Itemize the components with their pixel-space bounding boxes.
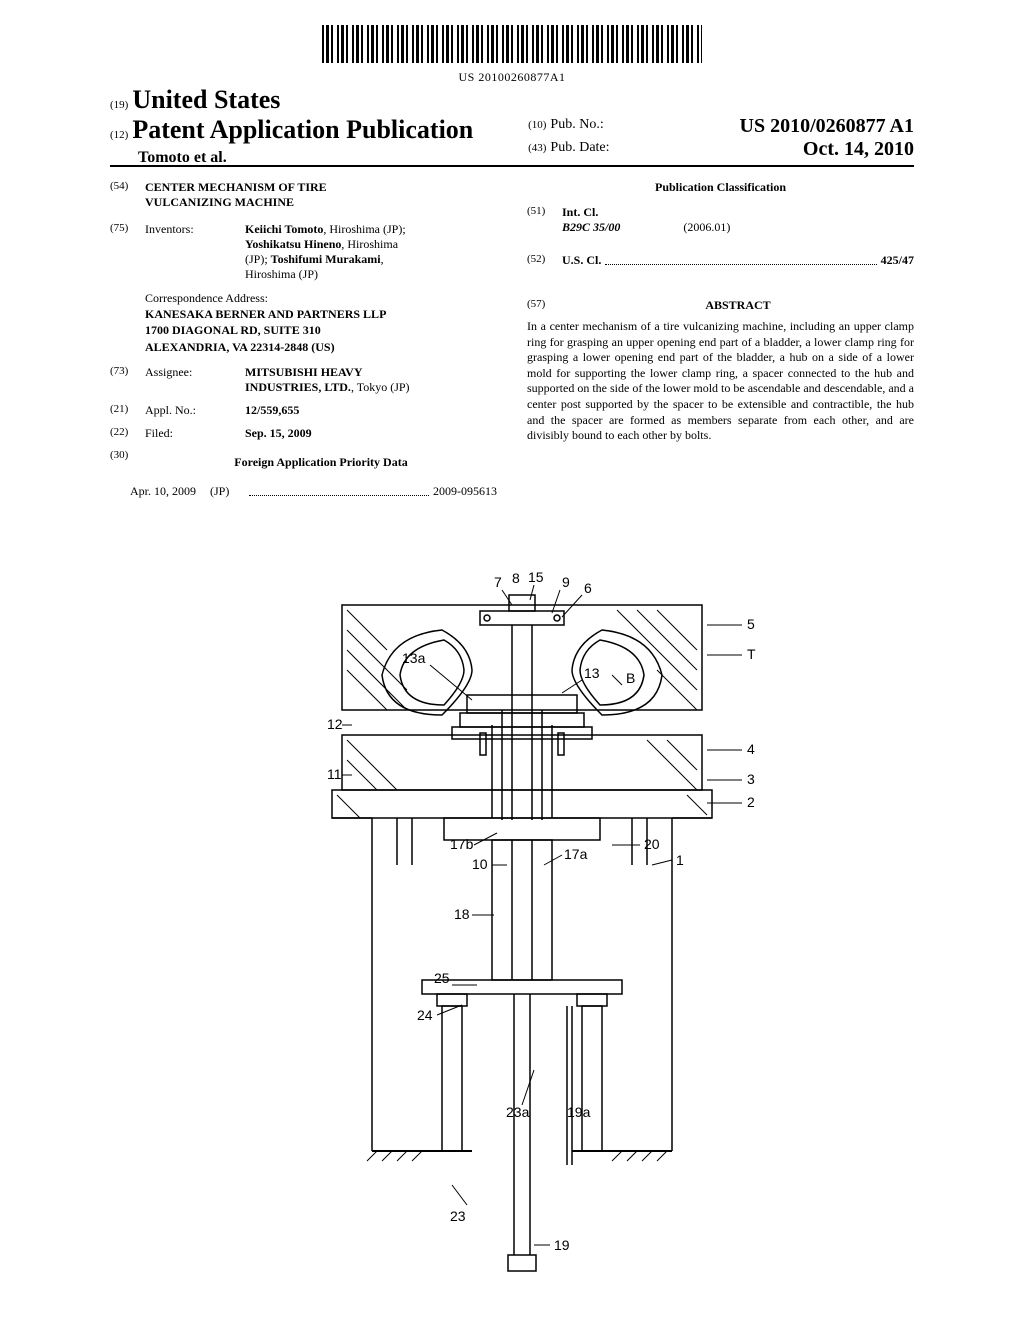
- svg-text:B: B: [626, 670, 635, 686]
- svg-text:17b: 17b: [450, 836, 474, 852]
- assignee-row: (73) Assignee: MITSUBISHI HEAVYINDUSTRIE…: [110, 365, 497, 395]
- body-columns: (54) CENTER MECHANISM OF TIRE VULCANIZIN…: [110, 180, 914, 499]
- svg-text:15: 15: [528, 569, 544, 585]
- svg-text:23: 23: [450, 1208, 466, 1224]
- patent-figure: 7 15 9 8 6 5 T 13a 13 B 12 4 11 3 2 17b …: [212, 565, 812, 1285]
- code-30: (30): [110, 449, 145, 476]
- title-line1: CENTER MECHANISM OF TIRE: [145, 180, 327, 194]
- inventors-row: (75) Inventors: Keiichi Tomoto, Hiroshim…: [110, 222, 497, 282]
- pub-no-label: Pub. No.:: [550, 117, 603, 132]
- barcode-graphic: [322, 25, 702, 63]
- code-52: (52): [527, 253, 562, 268]
- filed-value: Sep. 15, 2009: [245, 426, 312, 440]
- title-row: (54) CENTER MECHANISM OF TIRE VULCANIZIN…: [110, 180, 497, 210]
- svg-text:23a: 23a: [506, 1104, 530, 1120]
- priority-country: (JP): [210, 484, 245, 499]
- left-column: (54) CENTER MECHANISM OF TIRE VULCANIZIN…: [110, 180, 497, 499]
- header-left: (19) United States (12) Patent Applicati…: [110, 85, 496, 167]
- pub-date-value: Oct. 14, 2010: [803, 138, 914, 161]
- code-75: (75): [110, 222, 145, 282]
- document-type: Patent Application Publication: [132, 115, 473, 144]
- priority-dots: [249, 484, 429, 496]
- correspondence-label: Correspondence Address:: [145, 291, 268, 305]
- abstract-header-row: (57) ABSTRACT: [527, 298, 914, 313]
- svg-text:6: 6: [584, 580, 592, 596]
- code-54: (54): [110, 180, 145, 210]
- svg-text:13: 13: [584, 665, 600, 681]
- code-21: (21): [110, 403, 145, 418]
- country-name: United States: [132, 85, 280, 114]
- correspondence-line3: ALEXANDRIA, VA 22314-2848 (US): [145, 340, 335, 354]
- pub-date-label: Pub. Date:: [550, 140, 609, 155]
- svg-text:5: 5: [747, 616, 755, 632]
- filed-row: (22) Filed: Sep. 15, 2009: [110, 426, 497, 441]
- appl-no-label: Appl. No.:: [145, 403, 245, 418]
- foreign-priority-row: (30) Foreign Application Priority Data: [110, 449, 497, 476]
- us-cl-row: (52) U.S. Cl. 425/47: [527, 253, 914, 268]
- int-cl-class: B29C 35/00: [562, 220, 620, 234]
- barcode-section: US 20100260877A1: [0, 25, 1024, 85]
- svg-text:10: 10: [472, 856, 488, 872]
- barcode-number: US 20100260877A1: [0, 70, 1024, 85]
- svg-text:7: 7: [494, 574, 502, 590]
- us-cl-label: U.S. Cl.: [562, 253, 601, 268]
- pub-no-value: US 2010/0260877 A1: [740, 115, 914, 138]
- svg-text:20: 20: [644, 836, 660, 852]
- title-line2: VULCANIZING MACHINE: [145, 195, 294, 209]
- right-column: Publication Classification (51) Int. Cl.…: [527, 180, 914, 499]
- svg-text:18: 18: [454, 906, 470, 922]
- int-cl-version: (2006.01): [683, 220, 730, 234]
- code-51: (51): [527, 205, 562, 235]
- code-12: (12): [110, 129, 128, 141]
- correspondence-line2: 1700 DIAGONAL RD, SUITE 310: [145, 323, 321, 337]
- inventors-value: Keiichi Tomoto, Hiroshima (JP); Yoshikat…: [245, 222, 497, 282]
- code-19: (19): [110, 99, 128, 111]
- svg-text:9: 9: [562, 574, 570, 590]
- svg-text:3: 3: [747, 771, 755, 787]
- classification-header: Publication Classification: [527, 180, 914, 195]
- svg-text:2: 2: [747, 794, 755, 810]
- us-cl-value: 425/47: [881, 253, 914, 268]
- header-divider: [110, 165, 914, 167]
- priority-date: Apr. 10, 2009: [130, 484, 210, 499]
- figure-area: 7 15 9 8 6 5 T 13a 13 B 12 4 11 3 2 17b …: [0, 565, 1024, 1290]
- inventors-label: Inventors:: [145, 222, 245, 282]
- priority-data-line: Apr. 10, 2009 (JP) 2009-095613: [110, 484, 497, 499]
- svg-text:11: 11: [327, 766, 342, 782]
- svg-text:17a: 17a: [564, 846, 588, 862]
- svg-text:19: 19: [554, 1237, 570, 1253]
- code-10: (10): [528, 119, 546, 131]
- int-cl-block: Int. Cl. B29C 35/00 (2006.01): [562, 205, 730, 235]
- svg-text:1: 1: [676, 852, 684, 868]
- code-22: (22): [110, 426, 145, 441]
- document-header: (19) United States (12) Patent Applicati…: [110, 85, 914, 167]
- svg-text:24: 24: [417, 1007, 433, 1023]
- code-57: (57): [527, 298, 562, 313]
- code-73: (73): [110, 365, 145, 395]
- appl-no-value: 12/559,655: [245, 403, 299, 417]
- svg-text:12: 12: [327, 716, 343, 732]
- filed-label: Filed:: [145, 426, 245, 441]
- svg-text:13a: 13a: [402, 650, 426, 666]
- correspondence-line1: KANESAKA BERNER AND PARTNERS LLP: [145, 307, 386, 321]
- int-cl-row: (51) Int. Cl. B29C 35/00 (2006.01): [527, 205, 914, 235]
- header-right: (10) Pub. No.: US 2010/0260877 A1 (43) P…: [528, 85, 914, 161]
- svg-text:25: 25: [434, 970, 450, 986]
- priority-number: 2009-095613: [433, 484, 497, 499]
- foreign-priority-header: Foreign Application Priority Data: [145, 455, 497, 470]
- correspondence-block: Correspondence Address: KANESAKA BERNER …: [145, 290, 497, 355]
- svg-text:19a: 19a: [567, 1104, 591, 1120]
- abstract-text: In a center mechanism of a tire vulcaniz…: [527, 319, 914, 444]
- appl-no-row: (21) Appl. No.: 12/559,655: [110, 403, 497, 418]
- svg-text:T: T: [747, 646, 756, 662]
- invention-title: CENTER MECHANISM OF TIRE VULCANIZING MAC…: [145, 180, 327, 210]
- us-cl-dots: [605, 253, 876, 265]
- int-cl-label: Int. Cl.: [562, 205, 598, 219]
- assignee-value: MITSUBISHI HEAVYINDUSTRIES, LTD., Tokyo …: [245, 365, 497, 395]
- svg-text:4: 4: [747, 741, 755, 757]
- abstract-header: ABSTRACT: [562, 298, 914, 313]
- assignee-label: Assignee:: [145, 365, 245, 395]
- svg-text:8: 8: [512, 570, 520, 586]
- code-43: (43): [528, 142, 546, 154]
